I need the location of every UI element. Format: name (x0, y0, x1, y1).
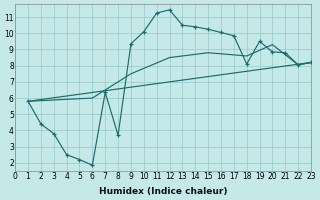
X-axis label: Humidex (Indice chaleur): Humidex (Indice chaleur) (99, 187, 227, 196)
